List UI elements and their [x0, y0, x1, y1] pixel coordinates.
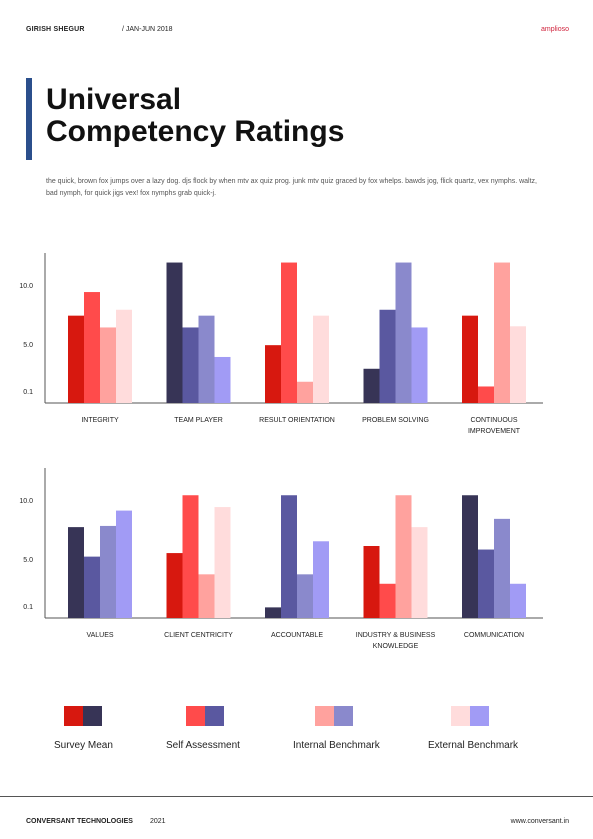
legend-swatch-red: [64, 706, 83, 726]
category-label: INTEGRITY: [81, 417, 119, 424]
y-tick-label: 5.0: [23, 557, 33, 564]
bar-team-player-internal-benchmark: [198, 315, 215, 403]
chart-legend: Survey Mean Self Assessment Internal Ben…: [0, 706, 593, 756]
bar-problem-solving-survey-mean: [363, 368, 380, 403]
legend-swatches: [64, 706, 102, 726]
legend-label: Survey Mean: [54, 740, 113, 751]
title-line-2: Competency Ratings: [46, 115, 345, 148]
footer-website[interactable]: www.conversant.in: [510, 818, 569, 825]
category-label: RESULT ORIENTATION: [259, 417, 335, 424]
category-label: IMPROVEMENT: [468, 428, 521, 435]
bar-values-survey-mean: [68, 527, 84, 618]
y-tick-label: 10.0: [19, 498, 33, 505]
footer-company: CONVERSANT TECHNOLOGIES: [26, 818, 133, 825]
bar-team-player-external-benchmark: [214, 356, 231, 403]
footer-year: 2021: [150, 818, 166, 825]
legend-swatch-blue: [470, 706, 489, 726]
legend-swatch-red: [315, 706, 334, 726]
bar-result-orientation-external-benchmark: [313, 315, 329, 403]
page-header: GIRISH SHEGUR / JAN-JUN 2018 amplioso: [26, 26, 569, 40]
bar-communication-internal-benchmark: [494, 518, 510, 618]
bar-industry-business-knowledge-external-benchmark: [411, 527, 428, 618]
y-tick-label: 10.0: [19, 283, 33, 290]
bar-communication-external-benchmark: [510, 583, 526, 618]
page-title: Universal Competency Ratings: [46, 84, 466, 148]
bar-integrity-survey-mean: [68, 315, 84, 403]
bar-result-orientation-self-assessment: [281, 262, 297, 403]
bar-result-orientation-survey-mean: [265, 345, 281, 403]
legend-swatches: [186, 706, 224, 726]
bar-continuous-improvement-internal-benchmark: [494, 262, 510, 403]
legend-swatch-red: [186, 706, 205, 726]
bar-continuous-improvement-self-assessment: [478, 386, 494, 403]
category-label: INDUSTRY & BUSINESS: [356, 632, 436, 639]
legend-swatches: [315, 706, 353, 726]
title-line-1: Universal: [46, 83, 182, 116]
bar-client-centricity-self-assessment: [182, 495, 199, 618]
competency-chart-2: 10.0 5.0 0.1 VALUES CLIENT CENTRICITY ACCOUNT…: [19, 468, 543, 650]
legend-label: Internal Benchmark: [293, 740, 380, 751]
title-accent-bar: [26, 78, 32, 160]
brand-logo: amplioso: [540, 26, 569, 33]
footer-divider: [0, 796, 593, 797]
bar-result-orientation-internal-benchmark: [297, 381, 313, 403]
bar-accountable-survey-mean: [265, 607, 281, 618]
legend-swatches: [451, 706, 489, 726]
bar-values-internal-benchmark: [100, 525, 116, 618]
report-period: / JAN-JUN 2018: [122, 26, 173, 33]
description: the quick, brown fox jumps over a lazy d…: [46, 178, 537, 197]
y-tick-label: 0.1: [23, 604, 33, 611]
bar-client-centricity-internal-benchmark: [198, 574, 215, 618]
bar-continuous-improvement-survey-mean: [462, 315, 478, 403]
bar-accountable-self-assessment: [281, 495, 297, 618]
bar-team-player-self-assessment: [182, 327, 199, 403]
category-label: ACCOUNTABLE: [271, 632, 323, 639]
category-label: COMMUNICATION: [464, 632, 524, 639]
bar-client-centricity-external-benchmark: [214, 507, 231, 618]
bar-accountable-external-benchmark: [313, 541, 329, 618]
bar-integrity-external-benchmark: [116, 309, 132, 403]
bar-problem-solving-internal-benchmark: [395, 262, 412, 403]
category-label: CONTINUOUS: [470, 417, 517, 424]
bar-values-external-benchmark: [116, 510, 132, 618]
legend-swatch-red: [451, 706, 470, 726]
bar-client-centricity-survey-mean: [166, 553, 183, 618]
category-label: KNOWLEDGE: [373, 643, 419, 650]
legend-label: External Benchmark: [428, 740, 519, 751]
bar-communication-survey-mean: [462, 495, 478, 618]
category-label: TEAM PLAYER: [174, 417, 223, 424]
bar-integrity-internal-benchmark: [100, 327, 116, 403]
legend-swatch-blue: [205, 706, 224, 726]
bar-industry-business-knowledge-survey-mean: [363, 546, 380, 618]
bar-problem-solving-external-benchmark: [411, 327, 428, 403]
legend-label: Self Assessment: [166, 740, 240, 751]
legend-swatch-blue: [334, 706, 353, 726]
competency-chart-1: 10.0 5.0 0.1 INTEGRITY TEAM PLAYER RESULT ORI…: [19, 253, 543, 435]
bar-accountable-internal-benchmark: [297, 574, 313, 618]
category-label: VALUES: [86, 632, 113, 639]
bar-communication-self-assessment: [478, 549, 494, 618]
category-label: PROBLEM SOLVING: [362, 417, 429, 424]
bar-problem-solving-self-assessment: [379, 309, 396, 403]
y-tick-label: 5.0: [23, 342, 33, 349]
bar-industry-business-knowledge-internal-benchmark: [395, 495, 412, 618]
legend-swatch-blue: [83, 706, 102, 726]
category-label: CLIENT CENTRICITY: [164, 632, 233, 639]
bar-values-self-assessment: [84, 556, 100, 618]
bar-industry-business-knowledge-self-assessment: [379, 583, 396, 618]
bar-team-player-survey-mean: [166, 262, 183, 403]
bar-integrity-self-assessment: [84, 292, 100, 403]
author-name: GIRISH SHEGUR: [26, 26, 85, 33]
y-tick-label: 0.1: [23, 389, 33, 396]
bar-continuous-improvement-external-benchmark: [510, 326, 526, 403]
